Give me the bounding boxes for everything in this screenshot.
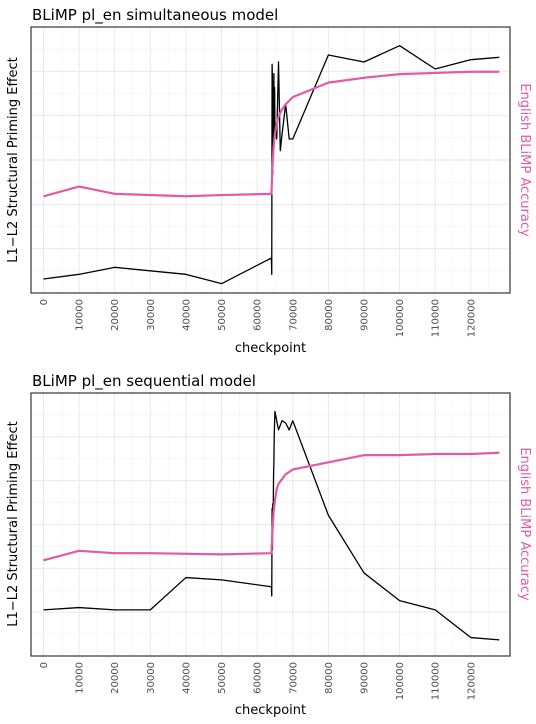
x-tick-label: 50000 (217, 662, 228, 694)
priming-effect-line (43, 45, 500, 285)
y-axis-label-left: L1−L2 Structural Priming Effect (6, 57, 21, 262)
x-tick-label: 70000 (288, 299, 299, 331)
x-tick-label: 60000 (253, 662, 264, 694)
x-tick-label: 10000 (75, 662, 86, 694)
x-tick-label: 80000 (324, 299, 335, 331)
blimp-accuracy-line (43, 70, 500, 198)
x-tick-label: 0 (39, 299, 50, 305)
x-tick-labels: 0 10000 20000 30000 40000 50000 60000 70000 8000… (39, 299, 477, 337)
series-layer (43, 410, 500, 641)
x-tick-label: 40000 (181, 662, 192, 694)
chart-panel-sequential: BLiMP pl_en sequential model 0 10000 20000… (6, 372, 532, 718)
chart-title: BLiMP pl_en simultaneous model (32, 6, 278, 25)
x-tick-label: 90000 (359, 299, 370, 331)
plot-frame (30, 392, 511, 657)
x-tick-label: 30000 (146, 662, 157, 694)
y-axis-label-right: English BLiMP Accuracy (517, 83, 532, 237)
x-tick-label: 30000 (146, 299, 157, 331)
x-tick-label: 60000 (253, 299, 264, 331)
x-tick-label: 0 (39, 662, 50, 668)
grid-lines (31, 393, 510, 656)
x-tick-label: 110000 (431, 662, 442, 700)
y-axis-label-left: L1−L2 Structural Priming Effect (6, 421, 21, 626)
x-axis-label: checkpoint (235, 341, 306, 356)
x-tick-label: 90000 (359, 662, 370, 694)
x-tick-label: 10000 (75, 299, 86, 331)
x-tick-label: 50000 (217, 299, 228, 331)
x-tick-label: 100000 (395, 299, 406, 337)
x-tick-label: 120000 (466, 299, 477, 337)
x-tick-label: 20000 (110, 662, 121, 694)
grid-lines (31, 27, 510, 293)
series-layer (43, 45, 500, 285)
x-tick-label: 100000 (395, 662, 406, 700)
priming-effect-line (43, 410, 500, 641)
blimp-accuracy-line (43, 451, 500, 562)
x-axis-label: checkpoint (235, 703, 306, 718)
chart-title: BLiMP pl_en sequential model (32, 372, 256, 391)
x-tick-label: 120000 (466, 662, 477, 700)
x-tick-label: 40000 (181, 299, 192, 331)
x-tick-label: 80000 (324, 662, 335, 694)
y-axis-label-right: English BLiMP Accuracy (517, 447, 532, 601)
x-tick-labels: 0 10000 20000 30000 40000 50000 60000 70000 8000… (39, 662, 477, 700)
plot-frame (30, 26, 511, 294)
x-tick-label: 20000 (110, 299, 121, 331)
x-tick-label: 70000 (288, 662, 299, 694)
x-tick-label: 110000 (431, 299, 442, 337)
chart-panel-simultaneous: BLiMP pl_en simultaneous model 0 10000 200… (6, 6, 532, 356)
